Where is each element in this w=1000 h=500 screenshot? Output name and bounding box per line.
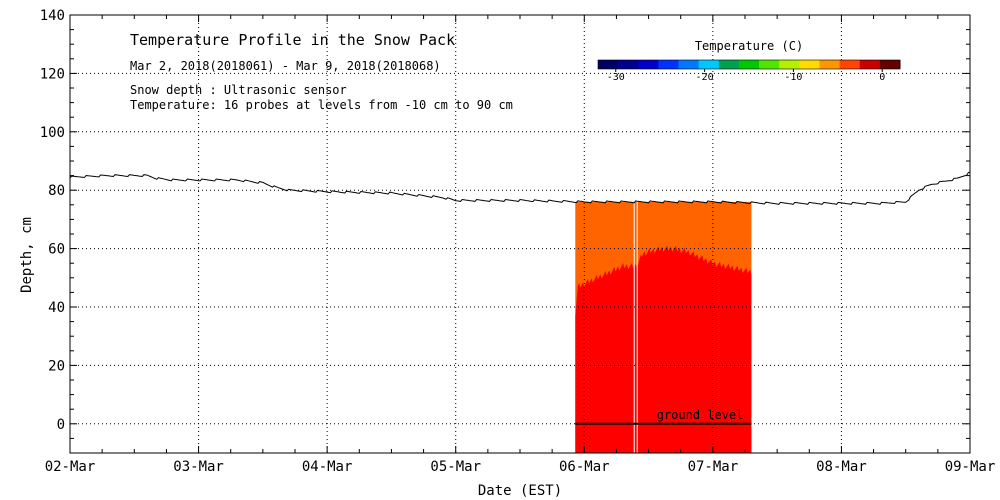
- chart-title: Temperature Profile in the Snow Pack: [130, 31, 455, 49]
- chart-subtitle: Mar 2, 2018(2018061) - Mar 9, 2018(20180…: [130, 59, 441, 73]
- ground-level-label: ground level: [657, 408, 744, 422]
- y-tick-label: 80: [48, 183, 65, 199]
- snow-depth-line: [69, 171, 971, 205]
- x-axis-label: Date (EST): [478, 483, 562, 499]
- colorbar-swatch: [658, 60, 680, 69]
- colorbar-swatch: [759, 60, 780, 69]
- x-tick-label: 09-Mar: [945, 459, 996, 475]
- x-tick-label: 06-Mar: [559, 459, 610, 475]
- data-gap-line: [636, 201, 638, 453]
- y-tick-label: 20: [48, 358, 65, 374]
- colorbar-swatch: [698, 60, 720, 69]
- y-tick-label: 120: [40, 66, 65, 82]
- colorbar-label: Temperature (C): [695, 39, 803, 53]
- y-tick-label: 40: [48, 300, 65, 316]
- colorbar-swatch: [839, 60, 861, 69]
- note-snow-depth: Snow depth : Ultrasonic sensor: [130, 83, 347, 97]
- colorbar-swatch: [618, 60, 639, 69]
- colorbar-swatch: [678, 60, 700, 69]
- x-tick-label: 03-Mar: [173, 459, 224, 475]
- colorbar-tick-label: -20: [696, 72, 714, 83]
- colorbar-swatch: [638, 60, 659, 69]
- ground-level: ground level: [575, 408, 752, 425]
- y-tick-label: 100: [40, 125, 65, 141]
- y-axis-label: Depth, cm: [19, 217, 35, 293]
- colorbar: -30 -20 -10 0: [597, 59, 901, 83]
- x-tick-label: 05-Mar: [430, 459, 481, 475]
- y-tick-label: 60: [48, 242, 65, 258]
- colorbar-swatch: [879, 60, 901, 69]
- colorbar-swatch: [738, 60, 760, 69]
- colorbar-tick-label: -30: [607, 72, 625, 83]
- colorbar-frame: [597, 59, 901, 70]
- x-tick-label: 07-Mar: [688, 459, 739, 475]
- note-temperature: Temperature: 16 probes at levels from -1…: [130, 98, 513, 112]
- x-tick-label: 04-Mar: [302, 459, 353, 475]
- colorbar-swatch: [799, 60, 820, 69]
- colorbar-tick-label: -10: [784, 72, 802, 83]
- y-tick-label: 140: [40, 8, 65, 24]
- colorbar-swatch: [598, 60, 619, 69]
- y-tick-label: 0: [57, 417, 65, 433]
- colorbar-swatch: [819, 60, 841, 69]
- colorbar-tick-label: 0: [879, 72, 885, 83]
- colorbar-swatch: [859, 60, 881, 69]
- x-tick-label: 02-Mar: [45, 459, 96, 475]
- data-gap-line: [633, 201, 635, 453]
- axis-ticks: 02-Mar 03-Mar 04-Mar 05-Mar 06-Mar 07-Mar 08-M…: [40, 8, 996, 475]
- snow-depth-series: [69, 171, 971, 205]
- colorbar-swatch: [779, 60, 800, 69]
- warm-layer-region: [575, 245, 752, 453]
- colorbar-swatch: [718, 60, 740, 69]
- temperature-profile: [575, 201, 752, 453]
- x-tick-label: 08-Mar: [816, 459, 867, 475]
